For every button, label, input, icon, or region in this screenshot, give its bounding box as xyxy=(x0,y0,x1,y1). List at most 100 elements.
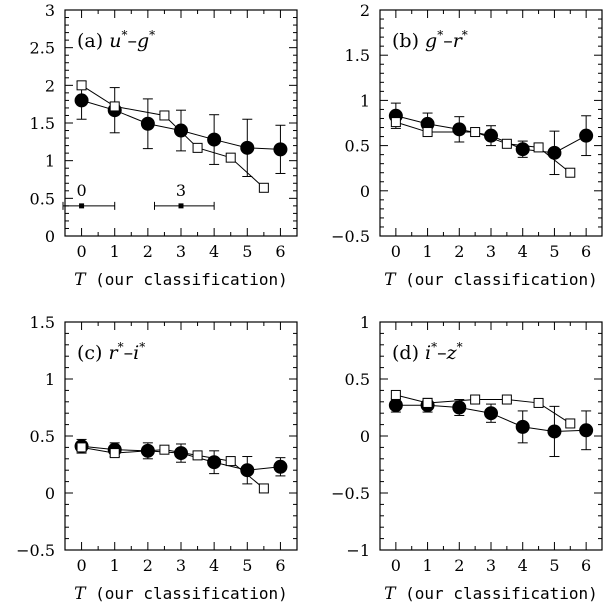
data-point-filled-circle xyxy=(547,424,562,439)
y-tick-label: 1 xyxy=(360,91,370,110)
range-marker: 0 xyxy=(62,181,116,210)
data-point-open-square xyxy=(159,444,170,455)
panel-letter: (d) xyxy=(392,342,425,364)
y-tick-label: 2.5 xyxy=(30,39,55,58)
data-point-open-square xyxy=(192,142,203,153)
x-axis-label-text: (our classification) xyxy=(396,584,598,603)
data-point-filled-circle xyxy=(452,122,467,137)
panel-label: (a) u*–g* xyxy=(77,28,155,52)
panel-label: (b) g*–r* xyxy=(392,28,468,52)
series-line xyxy=(395,394,571,424)
x-tick-label: 5 xyxy=(549,242,559,261)
x-axis-label-symbol: T xyxy=(74,270,87,290)
superscript-star: * xyxy=(431,340,437,354)
data-point-open-square xyxy=(390,117,401,128)
x-tick-label: 1 xyxy=(422,242,432,261)
x-axis-label: T (our classification) xyxy=(384,270,598,290)
x-tick-label: 3 xyxy=(486,242,496,261)
series-line xyxy=(81,446,265,489)
y-tick-label: 0 xyxy=(360,427,370,446)
panel-letter: (b) xyxy=(392,30,425,52)
x-tick-label: 6 xyxy=(581,556,591,575)
color-band-2: r xyxy=(453,30,464,52)
series-open-square xyxy=(76,80,269,193)
superscript-star: * xyxy=(457,340,463,354)
y-tick-label: 1.5 xyxy=(30,313,55,332)
data-point-open-square xyxy=(501,138,512,149)
data-point-open-square xyxy=(470,394,481,405)
color-band-2: g xyxy=(137,30,149,52)
panel-label: (d) i*–z* xyxy=(392,340,463,364)
x-tick-label: 4 xyxy=(518,242,528,261)
data-point-open-square xyxy=(501,394,512,405)
x-tick-label: 5 xyxy=(242,242,252,261)
y-tick-label: −1 xyxy=(346,541,370,560)
color-band-1: u xyxy=(109,30,121,52)
data-point-filled-circle xyxy=(579,423,594,438)
superscript-star: * xyxy=(118,340,124,354)
panel-a: 0 1 2 3 4 5 6 0 0.5 1 1.5 2 2.5 3 T (our classificatio… xyxy=(30,1,298,290)
y-tick-label: −0.5 xyxy=(331,227,370,246)
y-tick-label: −0.5 xyxy=(16,541,55,560)
data-point-open-square xyxy=(159,110,170,121)
data-point-filled-circle xyxy=(273,142,288,157)
data-point-filled-circle xyxy=(74,93,89,108)
range-marker-center xyxy=(178,203,184,209)
series-filled-circle xyxy=(74,81,288,177)
x-tick-label: 0 xyxy=(76,556,86,575)
color-band-1: r xyxy=(109,342,120,364)
x-tick-label: 2 xyxy=(143,556,153,575)
range-marker-label: 0 xyxy=(76,181,86,200)
data-point-open-square xyxy=(422,397,433,408)
data-point-open-square xyxy=(76,80,87,91)
data-point-filled-circle xyxy=(484,128,498,143)
x-tick-label: 1 xyxy=(110,242,120,261)
x-axis-label-text: (our classification) xyxy=(86,584,288,603)
superscript-star: * xyxy=(149,28,155,42)
superscript-star: * xyxy=(121,28,127,42)
series-line xyxy=(81,84,265,189)
x-axis-label: T (our classification) xyxy=(74,584,288,604)
data-point-filled-circle xyxy=(388,398,403,413)
x-tick-label: 2 xyxy=(143,242,153,261)
data-point-open-square xyxy=(192,450,203,461)
x-tick-label: 4 xyxy=(518,556,528,575)
y-tick-label: 0.5 xyxy=(345,137,370,156)
series-filled-circle xyxy=(388,102,594,176)
panel-letter: (c) xyxy=(77,342,109,364)
data-point-filled-circle xyxy=(273,459,288,474)
x-tick-label: 1 xyxy=(422,556,432,575)
panel-label: (c) r*–i* xyxy=(77,340,145,364)
data-point-open-square xyxy=(225,152,236,163)
x-tick-label: 2 xyxy=(454,556,464,575)
data-point-open-square xyxy=(258,182,269,193)
y-tick-label: 1 xyxy=(45,152,55,171)
y-tick-label: 2 xyxy=(45,76,55,95)
x-axis-label-symbol: T xyxy=(74,584,87,604)
data-point-filled-circle xyxy=(140,116,155,131)
x-axis-label-text: (our classification) xyxy=(86,270,288,289)
data-point-open-square xyxy=(109,101,120,112)
x-tick-label: 4 xyxy=(209,242,219,261)
x-tick-label: 0 xyxy=(391,242,401,261)
x-tick-label: 1 xyxy=(110,556,120,575)
color-band-2: i xyxy=(133,342,139,364)
data-point-open-square xyxy=(225,456,236,467)
data-point-open-square xyxy=(76,442,87,453)
y-tick-label: 0 xyxy=(45,227,55,246)
y-tick-label: 1 xyxy=(45,370,55,389)
data-point-open-square xyxy=(565,167,576,178)
superscript-star: * xyxy=(462,28,468,42)
range-marker-label: 3 xyxy=(176,181,186,200)
data-point-open-square xyxy=(109,448,120,459)
x-tick-label: 6 xyxy=(275,242,285,261)
data-point-open-square xyxy=(470,127,481,138)
data-point-filled-circle xyxy=(240,140,255,155)
data-point-open-square xyxy=(422,127,433,138)
x-tick-label: 3 xyxy=(486,556,496,575)
color-minus: – xyxy=(437,342,447,364)
x-tick-label: 6 xyxy=(581,242,591,261)
data-point-filled-circle xyxy=(484,406,498,421)
color-band-1: i xyxy=(425,342,431,364)
